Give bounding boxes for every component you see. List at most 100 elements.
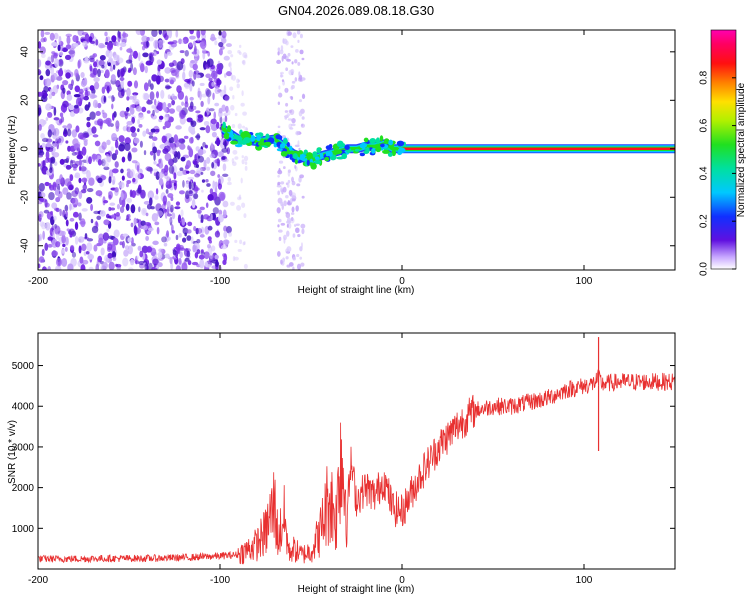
- amplitude-blob: [54, 58, 60, 68]
- amplitude-blob: [128, 267, 134, 270]
- amplitude-blob: [290, 212, 295, 216]
- amplitude-blob: [126, 87, 131, 97]
- amplitude-blob: [83, 251, 87, 256]
- amplitude-blob: [288, 189, 293, 196]
- amplitude-blob: [53, 52, 58, 59]
- amplitude-blob: [152, 240, 159, 246]
- amplitude-blob: [236, 205, 242, 211]
- amplitude-blob: [38, 213, 42, 218]
- amplitude-blob: [105, 50, 110, 57]
- amplitude-blob: [231, 157, 235, 164]
- amplitude-blob: [281, 79, 285, 83]
- ridge-blob: [375, 145, 382, 153]
- amplitude-blob: [214, 102, 220, 107]
- amplitude-blob: [137, 245, 142, 251]
- amplitude-blob: [40, 53, 46, 59]
- amplitude-blob: [276, 59, 282, 65]
- amplitude-blob: [279, 49, 284, 55]
- amplitude-blob: [285, 67, 289, 72]
- ridge-blob: [222, 121, 226, 129]
- amplitude-blob: [113, 54, 120, 61]
- amplitude-blob: [152, 136, 158, 142]
- amplitude-blob: [45, 60, 51, 66]
- amplitude-blob: [210, 123, 218, 132]
- amplitude-blob: [126, 126, 132, 133]
- amplitude-blob: [72, 211, 79, 218]
- amplitude-blob: [207, 225, 213, 231]
- amplitude-blob: [222, 239, 230, 245]
- amplitude-blob: [62, 100, 69, 108]
- y-tick-label: 5000: [12, 361, 35, 372]
- amplitude-blob: [108, 122, 111, 127]
- amplitude-blob: [205, 179, 209, 183]
- amplitude-blob: [38, 69, 42, 76]
- amplitude-blob: [217, 151, 224, 158]
- amplitude-blob: [97, 102, 102, 109]
- amplitude-blob: [61, 47, 69, 53]
- amplitude-blob: [211, 131, 217, 138]
- amplitude-blob: [280, 181, 285, 185]
- colorbar-tick-label: 0.8: [699, 70, 710, 84]
- amplitude-blob: [196, 227, 203, 235]
- ridge-blob: [297, 150, 304, 155]
- amplitude-blob: [210, 118, 217, 125]
- y-tick-label: 0: [20, 146, 31, 152]
- amplitude-blob: [163, 242, 168, 247]
- amplitude-blob: [195, 110, 201, 114]
- amplitude-blob: [57, 44, 61, 52]
- amplitude-blob: [297, 39, 300, 43]
- ridge-blob: [306, 152, 313, 159]
- amplitude-blob: [276, 207, 281, 214]
- ridge-blob: [379, 135, 384, 142]
- ridge-blob: [273, 143, 278, 148]
- amplitude-blob: [54, 189, 60, 196]
- amplitude-blob: [131, 147, 138, 153]
- amplitude-blob: [167, 102, 172, 108]
- amplitude-blob: [232, 149, 238, 155]
- amplitude-blob: [42, 160, 46, 169]
- amplitude-blob: [163, 201, 167, 206]
- amplitude-blob: [291, 84, 295, 90]
- amplitude-blob: [290, 123, 296, 127]
- amplitude-blob: [68, 83, 72, 89]
- amplitude-blob: [126, 179, 132, 185]
- amplitude-blob: [190, 120, 197, 127]
- amplitude-blob: [39, 46, 46, 55]
- amplitude-blob: [63, 127, 68, 135]
- amplitude-blob: [173, 182, 177, 187]
- amplitude-blob: [173, 172, 177, 180]
- amplitude-blob: [44, 242, 49, 251]
- ridge-blob: [292, 153, 298, 160]
- amplitude-blob: [188, 70, 194, 78]
- amplitude-blob: [101, 141, 107, 150]
- amplitude-blob: [229, 86, 234, 91]
- amplitude-blob: [165, 180, 172, 189]
- amplitude-blob: [51, 250, 59, 257]
- amplitude-blob: [210, 213, 213, 222]
- amplitude-blob: [101, 86, 106, 94]
- amplitude-blob: [163, 135, 168, 142]
- amplitude-blob: [126, 197, 133, 204]
- colorbar-tick-label: 0.6: [699, 118, 710, 132]
- amplitude-blob: [219, 193, 226, 202]
- amplitude-blob: [131, 160, 138, 164]
- amplitude-blob: [112, 237, 119, 246]
- amplitude-blob: [182, 169, 188, 175]
- amplitude-blob: [189, 35, 196, 40]
- amplitude-blob: [139, 63, 145, 73]
- amplitude-blob: [104, 31, 108, 37]
- amplitude-blob: [151, 114, 157, 120]
- amplitude-blob: [65, 33, 73, 38]
- amplitude-blob: [111, 132, 117, 142]
- amplitude-blob: [130, 204, 136, 214]
- amplitude-blob: [184, 49, 189, 57]
- amplitude-blob: [219, 115, 223, 124]
- amplitude-blob: [62, 87, 66, 94]
- amplitude-blob: [180, 156, 186, 162]
- y-tick-label: 1000: [12, 524, 35, 535]
- amplitude-blob: [206, 166, 211, 171]
- amplitude-blob: [218, 176, 224, 185]
- amplitude-blob: [119, 181, 125, 189]
- amplitude-blob: [81, 146, 87, 156]
- amplitude-blob: [81, 243, 87, 252]
